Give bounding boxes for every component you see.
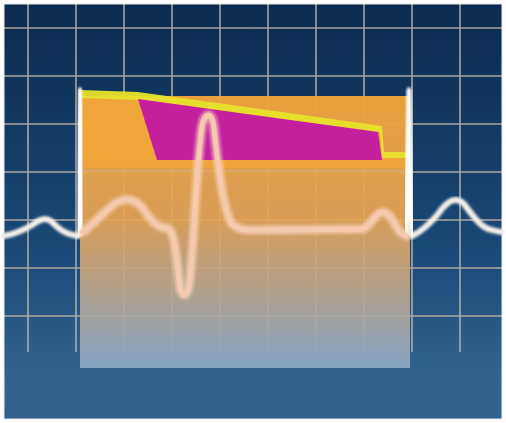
block-left-border: [75, 87, 85, 237]
image-frame: [3, 3, 503, 420]
ecg-waveform-icon: [1, 196, 505, 239]
ecg-trace-inside: [79, 112, 409, 298]
block-right-border: [403, 87, 415, 237]
